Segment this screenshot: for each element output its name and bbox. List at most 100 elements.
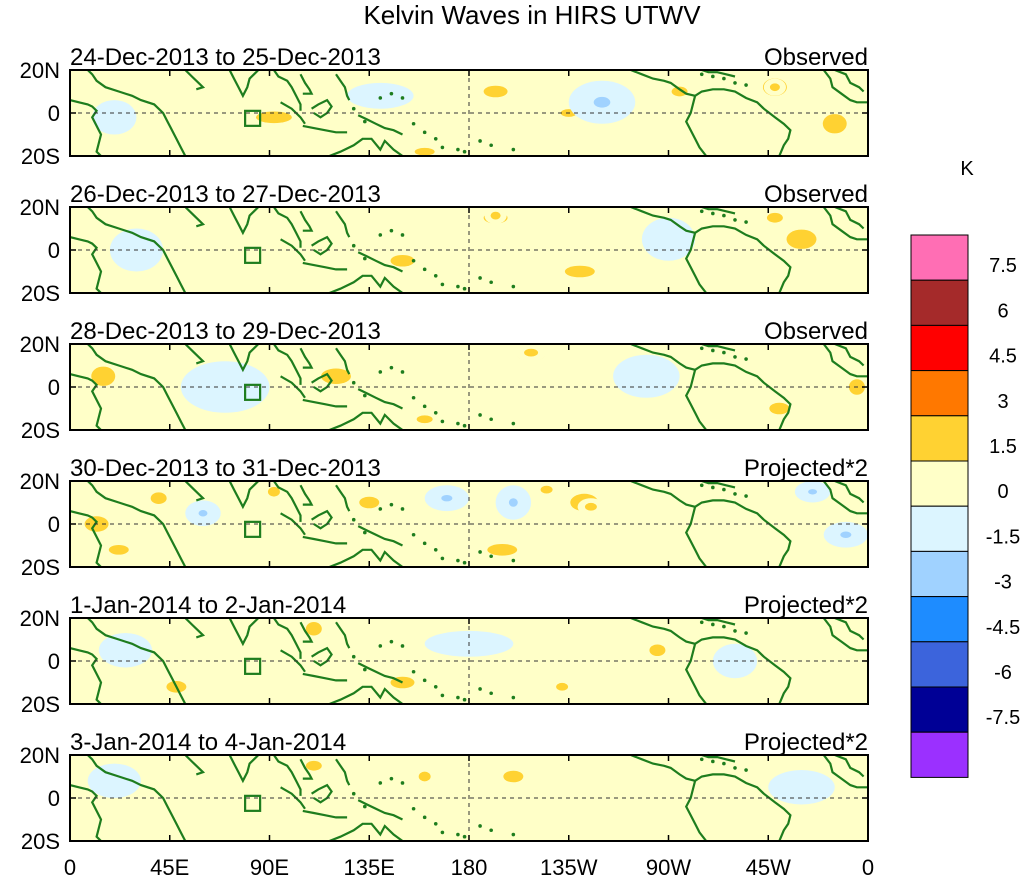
- lat-tick-label: 0: [48, 512, 60, 537]
- island-dot: [699, 72, 704, 77]
- lat-tick-label: 0: [48, 649, 60, 674]
- lon-tick-label: 135W: [540, 855, 598, 880]
- panel-date-range: 3-Jan-2014 to 4-Jan-2014: [70, 729, 346, 756]
- island-dot: [351, 106, 356, 111]
- island-dot: [489, 691, 493, 696]
- coastline-segment: [822, 70, 868, 104]
- lat-tick-label: 20N: [20, 606, 60, 631]
- anomaly-contour: [808, 489, 818, 495]
- panel-label: Observed: [764, 318, 868, 345]
- lat-tick-label: 20S: [21, 692, 60, 717]
- island-dot: [422, 541, 427, 546]
- island-dot: [433, 822, 438, 826]
- island-dot: [462, 560, 467, 565]
- coastline-segment: [822, 618, 868, 652]
- island-dot: [433, 137, 438, 141]
- panel-label: Observed: [764, 44, 868, 71]
- island-dot: [489, 417, 493, 422]
- lat-tick-label: 20S: [21, 829, 60, 854]
- coastline-segment: [299, 484, 314, 506]
- island-dot: [351, 517, 356, 522]
- lon-tick-label: 0: [862, 855, 874, 880]
- map-panel: 20N 0 20S 1-Jan-2014 to 2-Jan-2014 Projected…: [20, 592, 869, 717]
- island-dot: [489, 828, 493, 833]
- anomaly-contour: [214, 219, 281, 246]
- colorbar-swatch: [910, 596, 969, 643]
- colorbar-swatch: [910, 686, 969, 733]
- coastline-segment: [70, 510, 103, 567]
- lon-tick-label: 90W: [646, 855, 691, 880]
- coastline-segment: [684, 643, 708, 704]
- coastline-segment: [86, 344, 187, 430]
- island-dot: [363, 256, 367, 261]
- lat-tick-label: 0: [48, 375, 60, 400]
- island-dot: [400, 96, 405, 100]
- coastline-segment: [694, 362, 792, 430]
- lat-tick-label: 20S: [21, 281, 60, 306]
- island-dot: [389, 776, 394, 781]
- lat-tick-label: 20S: [21, 555, 60, 580]
- island-dot: [733, 355, 737, 359]
- island-dot: [411, 121, 416, 126]
- coastline-segment: [694, 225, 792, 293]
- anomaly-contour: [488, 88, 503, 95]
- island-dot: [744, 357, 748, 361]
- lon-tick-label: 45E: [150, 855, 189, 880]
- coastline-segment: [302, 672, 348, 682]
- island-dot: [722, 761, 726, 766]
- coastline-segment: [684, 232, 708, 293]
- coastline-segment: [70, 647, 103, 704]
- panel-date-range: 1-Jan-2014 to 2-Jan-2014: [70, 592, 346, 619]
- coastline-segment: [630, 755, 696, 782]
- island-dot: [511, 832, 516, 837]
- anomaly-contour: [543, 487, 550, 492]
- island-dot: [440, 830, 445, 835]
- anomaly-contour: [270, 489, 278, 495]
- island-dot: [744, 220, 748, 224]
- coastline-segment: [328, 411, 404, 430]
- island-dot: [389, 502, 394, 507]
- island-dot: [722, 76, 726, 81]
- colorbar-tick-label: -1.5: [986, 526, 1020, 548]
- island-dot: [511, 421, 516, 426]
- island-dot: [389, 639, 394, 644]
- anomaly-contour: [772, 85, 778, 90]
- coastline-segment: [694, 499, 792, 567]
- coastline-segment: [357, 114, 403, 136]
- lon-tick-label: 135E: [344, 855, 395, 880]
- island-dot: [400, 507, 405, 511]
- anomaly-contour: [198, 510, 208, 517]
- island-dot: [440, 556, 445, 561]
- island-dot: [711, 759, 715, 764]
- anomaly-contour: [359, 496, 380, 509]
- anomaly-contour: [419, 149, 431, 154]
- map-panel: 20N 0 20S 28-Dec-2013 to 29-Dec-2013 Observe…: [20, 318, 869, 443]
- island-dot: [400, 233, 405, 237]
- coastline: [70, 207, 868, 293]
- map-panel: 20N 0 20S 3-Jan-2014 to 4-Jan-2014 Projected…: [20, 729, 869, 854]
- coastline-segment: [302, 535, 348, 545]
- anomaly-contour: [786, 779, 817, 795]
- coastline: [70, 70, 868, 156]
- anomaly-contour: [590, 791, 658, 826]
- island-dot: [699, 483, 704, 488]
- reference-box: [244, 794, 262, 812]
- lat-tick-label: 20N: [20, 469, 60, 494]
- island-dot: [411, 806, 416, 811]
- coastline-segment: [299, 621, 314, 643]
- coastline-segment: [684, 780, 708, 841]
- colorbar-swatch: [910, 550, 969, 598]
- colorbar-swatch: [910, 731, 969, 778]
- coastline-segment: [328, 685, 404, 704]
- anomaly-contour: [309, 763, 319, 769]
- coastline-segment: [834, 481, 865, 504]
- colorbar-swatch: [910, 505, 969, 552]
- island-dot: [363, 119, 367, 124]
- coastline-segment: [681, 344, 736, 352]
- panel-date-range: 24-Dec-2013 to 25-Dec-2013: [70, 44, 381, 71]
- island-dot: [389, 228, 394, 233]
- island-dot: [378, 96, 383, 100]
- coastline-segment: [184, 207, 206, 228]
- coastline-segment: [272, 70, 302, 111]
